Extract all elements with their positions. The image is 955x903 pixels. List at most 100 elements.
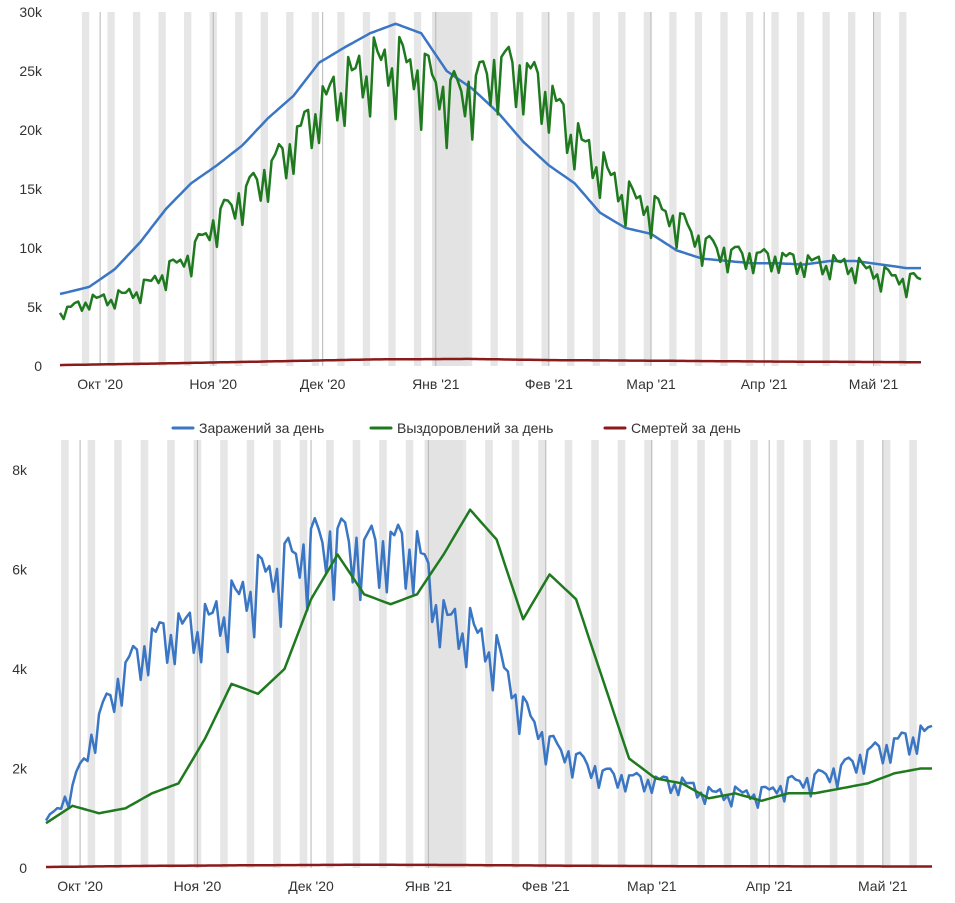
weekend-band (81, 12, 90, 366)
weekend-band (541, 12, 549, 366)
weekend-band (184, 12, 192, 366)
x-tick-label: Ноя '20 (189, 376, 237, 392)
series-line[interactable] (58, 35, 922, 321)
legend-deaths-label: Смертей за день (631, 420, 741, 436)
chart-daily-changes: Окт '20 Ноя '20 Дек '20 Янв '21 Фев '21 Мар '… (12, 440, 933, 894)
x-tick-label: Мар '21 (627, 878, 677, 894)
weekend-band (822, 12, 830, 366)
weekend-band (388, 12, 396, 366)
weekend-band (114, 440, 122, 868)
legend-recoveries-label: Выздоровлений за день (397, 420, 553, 436)
weekend-band (873, 12, 881, 366)
weekend-band (618, 12, 626, 366)
x-tick-label: Янв '21 (412, 376, 460, 392)
weekend-band (750, 440, 758, 868)
weekend-band (235, 12, 243, 366)
weekend-shading (81, 12, 907, 366)
weekend-band (490, 12, 498, 366)
weekend-band (567, 12, 575, 366)
weekend-band (720, 12, 728, 366)
weekend-band (413, 12, 422, 366)
weekend-band (848, 12, 856, 366)
legend-item-infections[interactable]: Заражений за день (171, 420, 324, 436)
y-tick-label: 6k (12, 561, 28, 577)
weekend-band (362, 12, 371, 366)
x-tick-label: Окт '20 (57, 878, 103, 894)
x-tick-label: Апр '21 (746, 878, 793, 894)
weekend-band (158, 12, 166, 366)
x-tick-label: Дек '20 (288, 878, 334, 894)
weekend-band (61, 440, 69, 868)
weekend-band (723, 440, 732, 868)
y-tick-label: 0 (19, 860, 27, 876)
weekend-band (311, 12, 320, 366)
weekend-band (617, 440, 626, 868)
y-tick-label: 15k (19, 181, 43, 197)
weekend-band (516, 12, 524, 366)
weekend-band (273, 440, 281, 868)
legend-infections-label: Заражений за день (199, 420, 324, 436)
weekend-band (564, 440, 573, 868)
y-tick-label: 25k (19, 63, 43, 79)
holiday-band (432, 12, 469, 366)
x-tick-label: Фев '21 (525, 376, 573, 392)
weekend-band (644, 440, 652, 868)
weekend-band (405, 440, 414, 868)
weekend-band (107, 12, 115, 366)
weekend-band (899, 12, 907, 366)
weekend-band (337, 12, 345, 366)
x-tick-label: Янв '21 (405, 878, 453, 894)
weekend-band (260, 12, 268, 366)
y-tick-label: 4k (12, 661, 28, 677)
y-tick-label: 10k (19, 240, 43, 256)
legend: Заражений за день Выздоровлений за день … (171, 420, 741, 436)
legend-item-deaths[interactable]: Смертей за день (603, 420, 741, 436)
weekend-band (643, 12, 652, 366)
weekend-band (829, 440, 838, 868)
weekend-band (803, 440, 811, 868)
series-line[interactable] (45, 508, 932, 825)
weekend-band (909, 440, 917, 868)
weekend-band (882, 440, 891, 868)
weekend-band (299, 440, 308, 868)
weekend-band (286, 12, 294, 366)
weekend-band (694, 12, 703, 366)
x-tick-label: Мар '21 (626, 376, 676, 392)
weekend-band (669, 12, 677, 366)
y-tick-label: 2k (12, 760, 28, 776)
x-tick-label: Фев '21 (522, 878, 570, 894)
weekend-band (167, 440, 175, 868)
weekend-band (771, 12, 779, 366)
y-tick-label: 5k (27, 299, 43, 315)
x-tick-label: Май '21 (858, 878, 908, 894)
weekend-band (379, 440, 387, 868)
weekend-band (220, 440, 228, 868)
weekend-band (87, 440, 96, 868)
weekend-band (538, 440, 546, 868)
series-line[interactable] (44, 516, 933, 822)
series-line[interactable] (59, 357, 921, 367)
weekend-band (670, 440, 679, 868)
holiday-band (424, 440, 463, 868)
weekend-band (326, 440, 334, 868)
y-tick-label: 30k (19, 4, 43, 20)
weekend-band (511, 440, 520, 868)
y-tick-label: 20k (19, 122, 43, 138)
x-tick-label: Апр '21 (741, 376, 788, 392)
weekend-band (132, 12, 141, 366)
weekend-band (776, 440, 785, 868)
y-tick-label: 0 (34, 358, 42, 374)
x-tick-label: Ноя '20 (174, 878, 222, 894)
weekend-band (796, 12, 805, 366)
weekend-band (697, 440, 705, 868)
weekend-band (856, 440, 864, 868)
weekend-band (745, 12, 754, 366)
chart-cases-recoveries-deaths: Окт '20 Ноя '20 Дек '20 Янв '21 Фев '21 Мар '… (19, 4, 922, 392)
weekend-band (246, 440, 255, 868)
y-tick-label: 8k (12, 462, 28, 478)
x-tick-label: Май '21 (849, 376, 899, 392)
series-line[interactable] (46, 863, 932, 869)
legend-item-recoveries[interactable]: Выздоровлений за день (369, 420, 553, 436)
x-tick-label: Окт '20 (77, 376, 123, 392)
